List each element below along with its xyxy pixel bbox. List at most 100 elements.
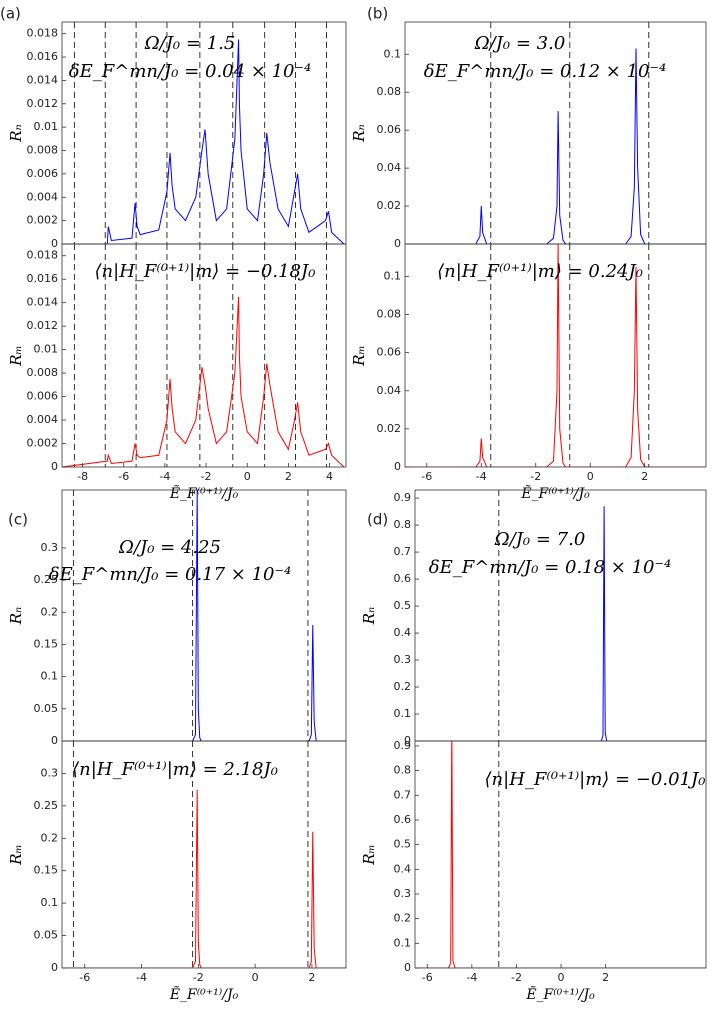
y-tick-label: 0.6 — [394, 572, 412, 585]
y-tick-label: 0.008 — [27, 144, 59, 157]
y-axis-label: Rₘ — [7, 844, 25, 866]
y-tick-label: 0.004 — [27, 413, 59, 426]
y-tick-label: 0.012 — [27, 319, 59, 332]
panel-label: (d) — [367, 511, 388, 529]
y-tick-label: 0.3 — [41, 766, 59, 779]
x-tick-label: -6 — [422, 971, 433, 984]
y-tick-label: 0.15 — [34, 864, 59, 877]
annotation: δE_F^mn/J₀ = 0.17 × 10⁻⁴ — [49, 564, 291, 585]
x-tick-label: 0 — [587, 470, 594, 483]
axes-frame — [404, 21, 707, 245]
x-tick-label: -2 — [511, 971, 522, 984]
y-tick-label: 0.5 — [394, 838, 412, 851]
plot-area — [62, 490, 346, 741]
y-axis-label: Rₙ — [360, 607, 378, 625]
y-tick-label: 0 — [394, 460, 401, 473]
x-tick-label: -2 — [193, 971, 204, 984]
spectrum-line — [415, 741, 706, 968]
y-axis-label: Rₙ — [350, 124, 368, 142]
y-tick-label: 0.002 — [27, 214, 59, 227]
panel-label: (b) — [367, 5, 388, 23]
spectrum-line — [415, 506, 706, 741]
y-tick-label: 0.8 — [394, 518, 412, 531]
y-tick-label: 0.08 — [377, 85, 402, 98]
y-tick-label: 0.02 — [377, 199, 402, 212]
annotation: ⟨n|H_F⁽⁰⁺¹⁾|m⟩ = −0.01J₀ — [485, 769, 706, 790]
y-tick-label: 0.7 — [394, 788, 412, 801]
spectrum-line — [62, 789, 346, 968]
axes-frame — [61, 489, 347, 742]
y-tick-label: 0.08 — [377, 308, 402, 321]
y-tick-label: 0.25 — [34, 799, 59, 812]
plot-area — [62, 22, 345, 244]
y-tick-label: 0.3 — [394, 887, 412, 900]
y-tick-label: 0 — [394, 237, 401, 250]
x-tick-label: 2 — [308, 971, 315, 984]
y-tick-label: 0.2 — [394, 680, 412, 693]
x-tick-label: -8 — [77, 470, 88, 483]
x-tick-label: -2 — [530, 470, 541, 483]
y-tick-label: 0.6 — [394, 813, 412, 826]
y-axis-label: Rₘ — [7, 345, 25, 367]
y-tick-label: 0.7 — [394, 545, 412, 558]
axes-frame — [414, 489, 707, 742]
annotation: δE_F^mn/J₀ = 0.18 × 10⁻⁴ — [429, 557, 671, 578]
y-tick-label: 0.3 — [41, 541, 59, 554]
y-tick-label: 0.016 — [27, 272, 59, 285]
y-tick-label: 0.3 — [394, 653, 412, 666]
x-tick-label: -6 — [421, 470, 432, 483]
axes-frame — [414, 740, 707, 969]
y-tick-label: 0.8 — [394, 764, 412, 777]
annotation: Ω/J₀ = 3.0 — [474, 33, 566, 54]
y-tick-label: 0.01 — [34, 343, 59, 356]
y-tick-label: 0.05 — [34, 929, 59, 942]
y-axis-label: Rₙ — [7, 607, 25, 625]
x-tick-label: 2 — [285, 470, 292, 483]
axes-frame — [61, 740, 347, 969]
y-tick-label: 0.2 — [394, 912, 412, 925]
y-tick-label: 0.1 — [41, 896, 59, 909]
x-axis-label: Ẽ_F⁽⁰⁺¹⁾/J₀ — [520, 484, 590, 502]
plot-area — [62, 244, 345, 467]
y-axis-label: Rₘ — [360, 844, 378, 866]
y-tick-label: 0 — [404, 734, 411, 747]
y-tick-label: 0.25 — [34, 573, 59, 586]
annotation: δE_F^mn/J₀ = 0.04 × 10⁻⁴ — [69, 61, 311, 82]
y-tick-label: 0.1 — [394, 707, 412, 720]
y-tick-label: 0 — [51, 460, 58, 473]
y-tick-label: 0.018 — [27, 27, 59, 40]
y-tick-label: 0.016 — [27, 50, 59, 63]
y-axis-label: Rₘ — [350, 345, 368, 367]
x-tick-label: -4 — [159, 470, 170, 483]
annotation: Ω/J₀ = 7.0 — [494, 529, 586, 550]
x-tick-label: 0 — [252, 971, 259, 984]
x-tick-label: 2 — [602, 971, 609, 984]
y-tick-label: 0.9 — [394, 491, 412, 504]
y-tick-label: 0.018 — [27, 249, 59, 262]
y-tick-label: 0.014 — [27, 73, 59, 86]
spectrum-line — [405, 244, 706, 467]
x-axis-label: Ẽ_F⁽⁰⁺¹⁾/J₀ — [525, 985, 595, 1003]
y-tick-label: 0.004 — [27, 190, 59, 203]
spectrum-line — [62, 296, 345, 467]
y-tick-label: 0.012 — [27, 97, 59, 110]
annotation: δE_F^mn/J₀ = 0.12 × 10⁻⁴ — [424, 61, 666, 82]
plot-area — [405, 22, 706, 244]
spectrum-line — [62, 39, 345, 244]
y-tick-label: 0.04 — [377, 161, 402, 174]
spectrum-line — [62, 490, 346, 741]
plot-area — [415, 741, 706, 968]
panel-label: (a) — [0, 5, 21, 23]
y-tick-label: 0.9 — [394, 739, 412, 752]
y-tick-label: 0 — [51, 237, 58, 250]
x-tick-label: 0 — [244, 470, 251, 483]
x-tick-label: -6 — [79, 971, 90, 984]
plot-area — [405, 244, 706, 467]
x-tick-label: 4 — [326, 470, 333, 483]
x-axis-label: Ẽ_F⁽⁰⁺¹⁾/J₀ — [169, 985, 239, 1003]
y-tick-label: 0.006 — [27, 390, 59, 403]
y-tick-label: 0.4 — [394, 862, 412, 875]
y-tick-label: 0.1 — [384, 47, 402, 60]
y-tick-label: 0.1 — [384, 269, 402, 282]
annotation: Ω/J₀ = 4.25 — [118, 537, 221, 558]
